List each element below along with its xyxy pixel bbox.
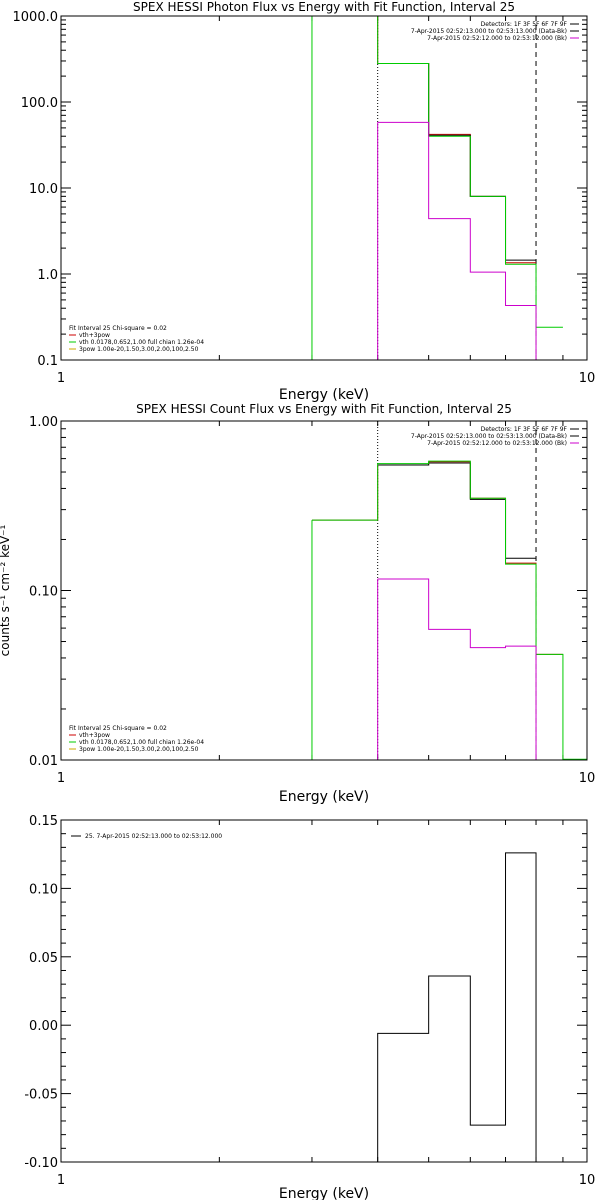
y-tick-label: 0.10 <box>29 882 58 897</box>
y-tick-label: 0.10 <box>29 585 58 600</box>
y-tick-label: -0.05 <box>24 1088 58 1103</box>
x-axis-label: Energy (keV) <box>279 387 369 403</box>
chart-title: SPEX HESSI Photon Flux vs Energy with Fi… <box>133 0 515 14</box>
plot-frame <box>60 819 588 1163</box>
x-axis-label: Energy (keV) <box>279 1186 369 1200</box>
legend-entry: Detectors: 1F 3F 5F 6F 7F 9F <box>481 21 568 28</box>
x-tick-label: 10 <box>579 1173 596 1188</box>
chart-panel-3: Energy (keV) 1 10 -0.10 -0.05 0.00 0.05 0.10 0.1… <box>24 814 595 1200</box>
plot-frame <box>60 15 588 361</box>
x-tick-label: 1 <box>57 1173 65 1188</box>
legend-entry: 3pow 1.00e-20,1.50,3.00,2.00,100,2.50 <box>79 746 199 753</box>
chart-title: SPEX HESSI Count Flux vs Energy with Fit… <box>136 402 512 416</box>
y-tick-label: 1.0 <box>37 268 58 283</box>
series-data-bk <box>377 63 537 261</box>
series-vth-3pow <box>311 15 537 264</box>
x-tick-label: 10 <box>579 371 596 386</box>
legend-top: 25. 7-Apr-2015 02:52:13.000 to 02:53:12.… <box>71 833 222 840</box>
plot-frame <box>60 420 588 761</box>
y-axis-label: counts s⁻¹ cm⁻² keV⁻¹ <box>0 524 12 656</box>
legend-entry: vth 0.0178,0.652,1.00 full chian 1.26e-0… <box>79 339 204 346</box>
axis-ticks <box>60 819 588 1163</box>
axis-ticks <box>60 16 588 361</box>
series-vth <box>311 15 563 328</box>
legend-entry: vth+3pow <box>79 732 110 739</box>
legend-entry: vth 0.0178,0.652,1.00 full chian 1.26e-0… <box>79 739 204 746</box>
y-tick-label: 1.00 <box>29 415 58 430</box>
x-tick-label: 1 <box>57 771 65 786</box>
legend-top: Detectors: 1F 3F 5F 6F 7F 9F7-Apr-2015 0… <box>411 21 579 42</box>
axis-ticks <box>60 421 588 761</box>
y-tick-label: -0.10 <box>24 1156 58 1171</box>
legend-bottom: Fit Interval 25 Chi-square = 0.02vth+3po… <box>69 325 204 353</box>
legend-entry: 7-Apr-2015 02:52:13.000 to 02:53:13.000 … <box>411 433 567 440</box>
y-tick-label: 0.15 <box>29 814 58 829</box>
legend-entry: 7-Apr-2015 02:52:12.000 to 02:53:12.000 … <box>427 440 567 447</box>
y-tick-label: 10.0 <box>29 182 58 197</box>
series-bk <box>377 578 537 649</box>
series-vth <box>311 460 587 760</box>
chart-panel-2: SPEX HESSI Count Flux vs Energy with Fit… <box>0 402 595 805</box>
legend-header: Fit Interval 25 Chi-square = 0.02 <box>69 325 167 332</box>
y-tick-label: 100.0 <box>21 96 58 111</box>
y-tick-label: 1000.0 <box>13 10 59 25</box>
legend-entry: 25. 7-Apr-2015 02:52:13.000 to 02:53:12.… <box>85 833 222 840</box>
legend-entry: 7-Apr-2015 02:52:12.000 to 02:53:12.000 … <box>427 35 567 42</box>
y-tick-label: 0.01 <box>29 754 58 769</box>
legend-entry: 7-Apr-2015 02:52:13.000 to 02:53:13.000 … <box>411 28 567 35</box>
y-tick-label: 0.1 <box>37 354 58 369</box>
series-bk <box>377 121 537 307</box>
legend-entry: 3pow 1.00e-20,1.50,3.00,2.00,100,2.50 <box>79 346 199 353</box>
chart-panel-1: SPEX HESSI Photon Flux vs Energy with Fi… <box>13 0 596 403</box>
legend-top: Detectors: 1F 3F 5F 6F 7F 9F7-Apr-2015 0… <box>411 426 579 447</box>
x-tick-label: 10 <box>579 771 596 786</box>
x-tick-label: 1 <box>57 371 65 386</box>
x-axis-label: Energy (keV) <box>279 789 369 805</box>
legend-entry: Detectors: 1F 3F 5F 6F 7F 9F <box>481 426 568 433</box>
y-tick-label: 0.05 <box>29 951 58 966</box>
legend-bottom: Fit Interval 25 Chi-square = 0.02vth+3po… <box>69 725 204 753</box>
series-25-7-apr-2015-02-52-13-000-to-02-53-12-000 <box>377 852 537 1162</box>
y-tick-label: 0.00 <box>29 1019 58 1034</box>
legend-entry: vth+3pow <box>79 332 110 339</box>
series-data-bk <box>377 462 537 559</box>
legend-header: Fit Interval 25 Chi-square = 0.02 <box>69 725 167 732</box>
